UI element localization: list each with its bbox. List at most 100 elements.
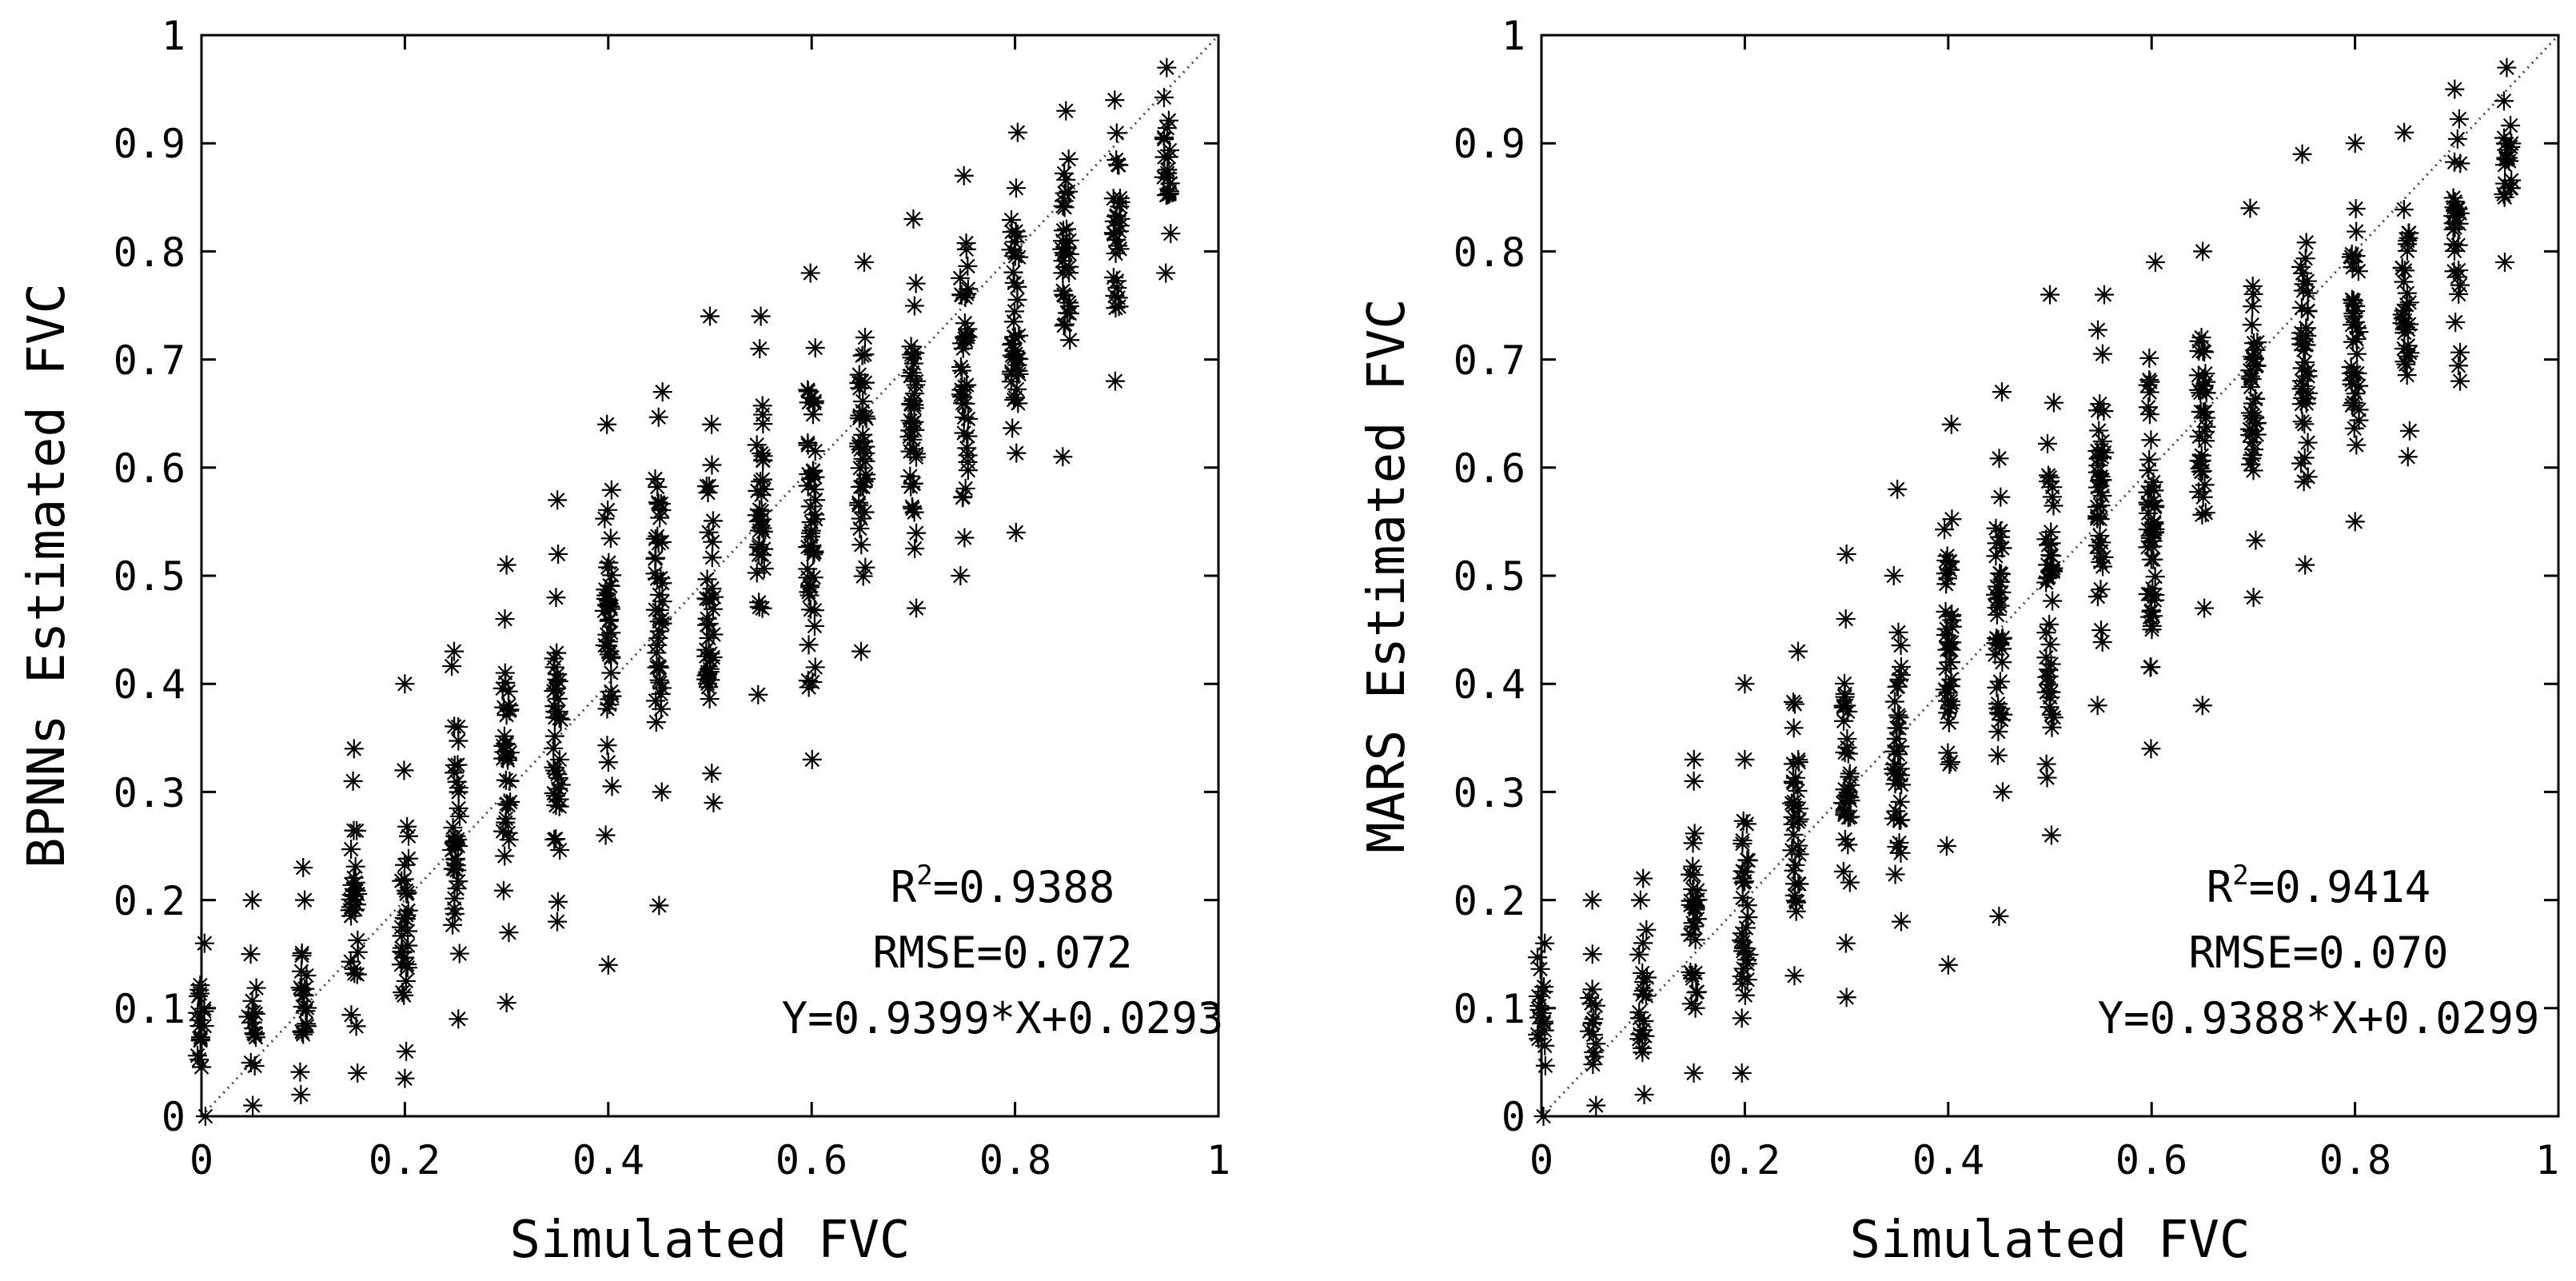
- scatter-point: [702, 455, 722, 475]
- scatter-point: [1986, 546, 2006, 566]
- scatter-point: [2145, 252, 2165, 272]
- scatter-point: [855, 345, 875, 365]
- scatter-point: [1009, 349, 1029, 369]
- scatter-point: [955, 287, 975, 307]
- scatter-point: [907, 371, 927, 391]
- scatter-point: [244, 1024, 264, 1044]
- scatter-point: [1002, 334, 1022, 354]
- scatter-point: [2139, 348, 2159, 368]
- scatter-point: [548, 768, 568, 788]
- x-tick-label: 1: [1206, 1137, 1230, 1183]
- scatter-point: [1007, 379, 1027, 399]
- scatter-point: [341, 897, 361, 917]
- scatter-point: [904, 384, 924, 404]
- scatter-point: [2246, 530, 2266, 550]
- scatter-point: [906, 273, 926, 293]
- scatter-point: [1937, 640, 1957, 660]
- scatter-point: [394, 869, 414, 889]
- scatter-point: [2039, 666, 2059, 686]
- scatter-point: [2189, 341, 2209, 361]
- x-tick-label: 0.6: [776, 1137, 847, 1183]
- scatter-point: [802, 537, 822, 557]
- scatter-point: [547, 643, 567, 663]
- scatter-point: [2040, 635, 2060, 655]
- scatter-point: [2394, 200, 2414, 220]
- scatter-point: [2395, 122, 2415, 142]
- scatter-point: [1992, 710, 2012, 730]
- scatter-point: [2090, 525, 2110, 545]
- scatter-point: [1055, 163, 1075, 183]
- scatter-point: [601, 663, 621, 683]
- scatter-point: [1629, 944, 1649, 964]
- scatter-point: [601, 623, 621, 643]
- scatter-point: [1942, 605, 1962, 625]
- scatter-point: [192, 1057, 212, 1077]
- scatter-point: [1684, 1063, 1704, 1083]
- scatter-point: [1886, 801, 1906, 821]
- scatter-point: [1991, 572, 2011, 592]
- scatter-point: [803, 405, 823, 425]
- scatter-point: [1103, 223, 1123, 243]
- scatter-point: [445, 763, 465, 783]
- scatter-point: [1887, 676, 1907, 696]
- scatter-point: [2092, 447, 2112, 467]
- scatter-point: [499, 923, 519, 943]
- scatter-point: [1789, 844, 1809, 864]
- scatter-point: [445, 859, 465, 879]
- scatter-point: [799, 582, 819, 602]
- scatter-point: [1154, 147, 1174, 167]
- scatter-point: [397, 1041, 417, 1061]
- scatter-point: [1785, 768, 1805, 788]
- scatter-point: [2140, 584, 2160, 604]
- scatter-point: [2092, 485, 2112, 505]
- scatter-point: [1733, 888, 1753, 908]
- scatter-point: [597, 699, 617, 719]
- scatter-point: [2244, 440, 2264, 460]
- scatter-point: [2094, 401, 2114, 421]
- scatter-point: [748, 537, 768, 557]
- scatter-point: [2144, 481, 2164, 501]
- scatter-point: [2494, 187, 2514, 207]
- scatter-point: [397, 884, 417, 904]
- scatter-point: [698, 483, 718, 503]
- scatter-point: [1001, 240, 1021, 260]
- x-tick-label: 0: [1529, 1137, 1553, 1183]
- scatter-point: [2291, 257, 2311, 277]
- scatter-point: [747, 563, 767, 583]
- scatter-point: [2145, 590, 2165, 610]
- scatter-point: [1987, 677, 2007, 697]
- scatter-point: [1535, 933, 1555, 953]
- scatter-point: [852, 401, 872, 421]
- y-tick-label: 0.6: [1453, 445, 1525, 492]
- scatter-point: [2347, 221, 2367, 241]
- scatter-point: [2089, 421, 2109, 441]
- scatter-point: [496, 794, 516, 814]
- scatter-point: [600, 529, 620, 549]
- scatter-point: [548, 912, 568, 932]
- scatter-point: [2291, 297, 2311, 317]
- scatter-point: [189, 1010, 209, 1030]
- scatter-point: [1006, 178, 1026, 198]
- scatter-point: [1004, 347, 1024, 367]
- scatter-point: [1782, 840, 1802, 860]
- scatter-point: [1633, 984, 1653, 1004]
- scatter-point: [2445, 241, 2465, 261]
- scatter-point: [398, 900, 418, 920]
- scatter-point: [1788, 836, 1808, 856]
- scatter-point: [1059, 150, 1079, 170]
- scatter-point: [955, 528, 975, 548]
- scatter-point: [2036, 573, 2056, 593]
- scatter-point: [1157, 118, 1177, 138]
- scatter-point: [2343, 290, 2363, 310]
- scatter-point: [2397, 283, 2417, 303]
- scatter-point: [1885, 864, 1905, 884]
- y-tick-label: 0: [1501, 1094, 1525, 1140]
- scatter-point: [1053, 263, 1073, 283]
- scatter-point: [853, 566, 873, 586]
- scatter-point: [2246, 356, 2266, 376]
- scatter-point: [652, 592, 672, 612]
- scatter-point: [1160, 140, 1180, 160]
- scatter-point: [2298, 433, 2318, 453]
- scatter-point: [492, 821, 512, 841]
- scatter-point: [2242, 315, 2262, 335]
